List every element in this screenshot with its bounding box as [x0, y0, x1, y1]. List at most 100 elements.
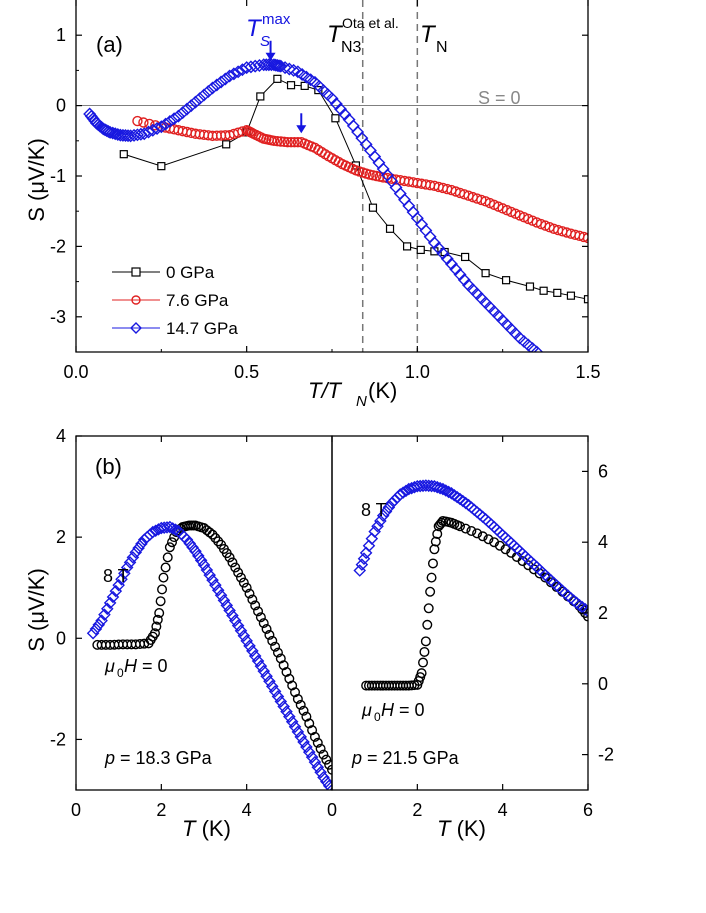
data-point [163, 114, 177, 128]
data-point [398, 193, 412, 207]
data-point [166, 537, 177, 548]
data-point [210, 532, 221, 543]
x-tick-label: 6 [583, 800, 593, 820]
data-point [440, 252, 454, 266]
legend-entry: 14.7 GPa [112, 319, 238, 338]
y-tick-label: 4 [598, 532, 608, 552]
data-point [420, 636, 431, 647]
data-point [309, 731, 320, 742]
panel-b-ylabel: S (μV/K) [24, 568, 49, 652]
y-tick-label: -2 [598, 745, 614, 765]
svg-text:T (K): T (K) [182, 816, 231, 841]
data-point [246, 644, 259, 658]
x-tick-label: 4 [498, 800, 508, 820]
data-point [368, 525, 381, 538]
data-point [292, 137, 304, 148]
data-point [280, 705, 293, 718]
data-point [382, 501, 396, 514]
panel-b-right: 2 4 6 -2 0 2 4 6 [331, 435, 614, 820]
data-point [329, 97, 343, 111]
frame [331, 435, 589, 791]
data-point [311, 760, 325, 774]
data-point [193, 92, 207, 106]
data-point [167, 112, 181, 126]
data-point [385, 224, 395, 233]
data-point [253, 606, 264, 617]
data-point [399, 484, 413, 498]
data-point [241, 582, 252, 593]
b-left-xlabel: T (K) [182, 816, 231, 841]
data-point [416, 479, 430, 493]
data-point [334, 102, 348, 116]
data-point [119, 150, 128, 159]
data-point [583, 611, 588, 622]
panel-a-xlabel-unit: (K) [368, 378, 397, 403]
data-point [197, 88, 211, 102]
data-point [436, 517, 447, 528]
legend-label: 0 GPa [166, 263, 215, 282]
data-point [320, 775, 332, 788]
data-point [149, 628, 160, 639]
svg-text:μ: μ [361, 700, 372, 720]
data-point [186, 541, 199, 554]
data-point [423, 230, 437, 244]
y-tick-label: -2 [50, 236, 66, 256]
data-point [419, 224, 433, 238]
data-point [430, 536, 441, 547]
data-point [581, 604, 588, 618]
data-point [152, 614, 163, 625]
data-point [220, 599, 234, 612]
data-point [439, 484, 453, 497]
svg-text:μ: μ [104, 656, 115, 676]
data-point [269, 58, 283, 72]
data-point [237, 629, 251, 643]
data-point [288, 720, 302, 734]
panel-a-xlabel: T/T N (K) [308, 378, 397, 410]
data-point [206, 81, 220, 95]
data-point [252, 58, 266, 72]
data-point [164, 542, 175, 553]
data-point [234, 624, 248, 637]
svg-text:H = 0: H = 0 [124, 656, 168, 676]
data-point [379, 505, 393, 518]
x-tick-label: 4 [242, 800, 252, 820]
data-point [160, 562, 171, 573]
series-8t [86, 520, 332, 790]
data-point [127, 128, 141, 142]
data-point [416, 668, 427, 679]
data-point [418, 657, 429, 668]
data-point [432, 241, 446, 255]
data-point [396, 486, 410, 499]
panel-a-plot-area [76, 0, 588, 352]
data-point [442, 485, 455, 499]
data-point [222, 140, 231, 149]
data-point [461, 252, 470, 262]
data-point [218, 72, 232, 86]
tn3-main: T [327, 21, 344, 48]
data-point [210, 78, 224, 92]
max-arrow-1 [265, 40, 276, 61]
panel-a-xlabel-main: T/T [308, 378, 343, 403]
data-point [213, 536, 224, 547]
y-tick-label: 6 [598, 461, 608, 481]
series-0-gpa [119, 74, 588, 304]
data-point [290, 687, 301, 698]
data-point [460, 523, 471, 534]
legend-label: 7.6 GPa [166, 291, 229, 310]
data-point [226, 609, 239, 622]
legend-label: 14.7 GPa [166, 319, 238, 338]
data-point [426, 572, 437, 583]
svg-text:p = 21.5 GPa: p = 21.5 GPa [351, 748, 460, 768]
data-point [376, 509, 390, 522]
data-point [255, 612, 266, 623]
data-point [86, 626, 100, 640]
data-point [402, 242, 412, 251]
series-zero-field [92, 520, 332, 775]
data-point [268, 135, 280, 147]
data-point [214, 75, 228, 89]
data-point [436, 482, 450, 496]
tsmax-main: T [246, 15, 263, 42]
data-point [305, 750, 319, 764]
data-point [331, 114, 340, 123]
